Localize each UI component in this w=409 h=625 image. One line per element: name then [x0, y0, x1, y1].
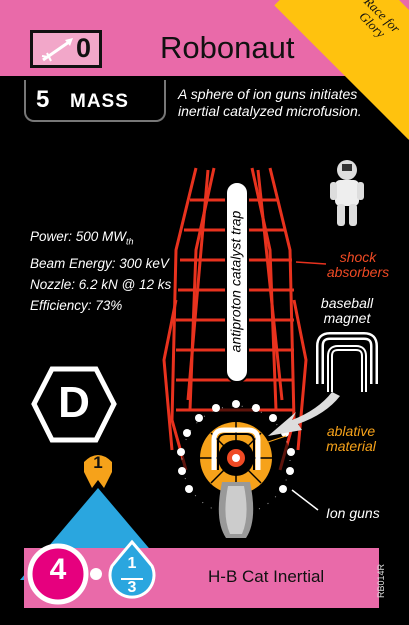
type-letter: D — [58, 378, 90, 427]
thrust-badge-icon — [84, 455, 112, 488]
stat-beam-energy: Beam Energy: 300 keV — [30, 255, 169, 271]
rocket-icon — [41, 38, 73, 62]
baseball-magnet-icon — [316, 332, 378, 392]
thrust-fuel-badges — [27, 539, 156, 605]
mass-box: 5 MASS — [24, 80, 166, 122]
cost-value: 0 — [75, 33, 91, 63]
drop-icon — [108, 539, 156, 599]
stats-block: Power: 500 MWth Beam Energy: 300 keV Noz… — [30, 226, 171, 316]
fuel-numerator: 1 — [127, 555, 137, 572]
catalyst-trap-rod — [225, 181, 249, 383]
mass-label: MASS — [70, 91, 129, 112]
cost-box: 0 — [30, 30, 102, 68]
type-name: H-B Cat Inertial — [208, 567, 325, 586]
mass-value: 5 — [36, 86, 50, 113]
thrust-value: 4 — [49, 553, 67, 586]
fuel-denominator: 3 — [127, 579, 137, 596]
hexagon-d-icon — [31, 366, 117, 443]
card-description: A sphere of ion guns initiates inertial … — [178, 86, 362, 119]
astronaut-icon — [330, 160, 364, 226]
card-title: Robonaut — [160, 30, 295, 65]
thrust-badge-value: 1 — [93, 453, 103, 472]
stat-nozzle: Nozzle: 6.2 kN @ 12 ks — [30, 276, 172, 292]
serial-number: RB014R — [376, 563, 386, 598]
stat-power: Power: 500 MWth — [30, 229, 134, 247]
baseball-magnet-label: baseball magnet — [320, 295, 374, 326]
stat-efficiency: Efficiency: 73% — [30, 297, 123, 313]
ablative-material-label: ablative material — [326, 423, 376, 454]
shock-absorbers-label: shock absorbers — [326, 249, 390, 280]
ion-guns-label: Ion guns — [326, 505, 380, 521]
